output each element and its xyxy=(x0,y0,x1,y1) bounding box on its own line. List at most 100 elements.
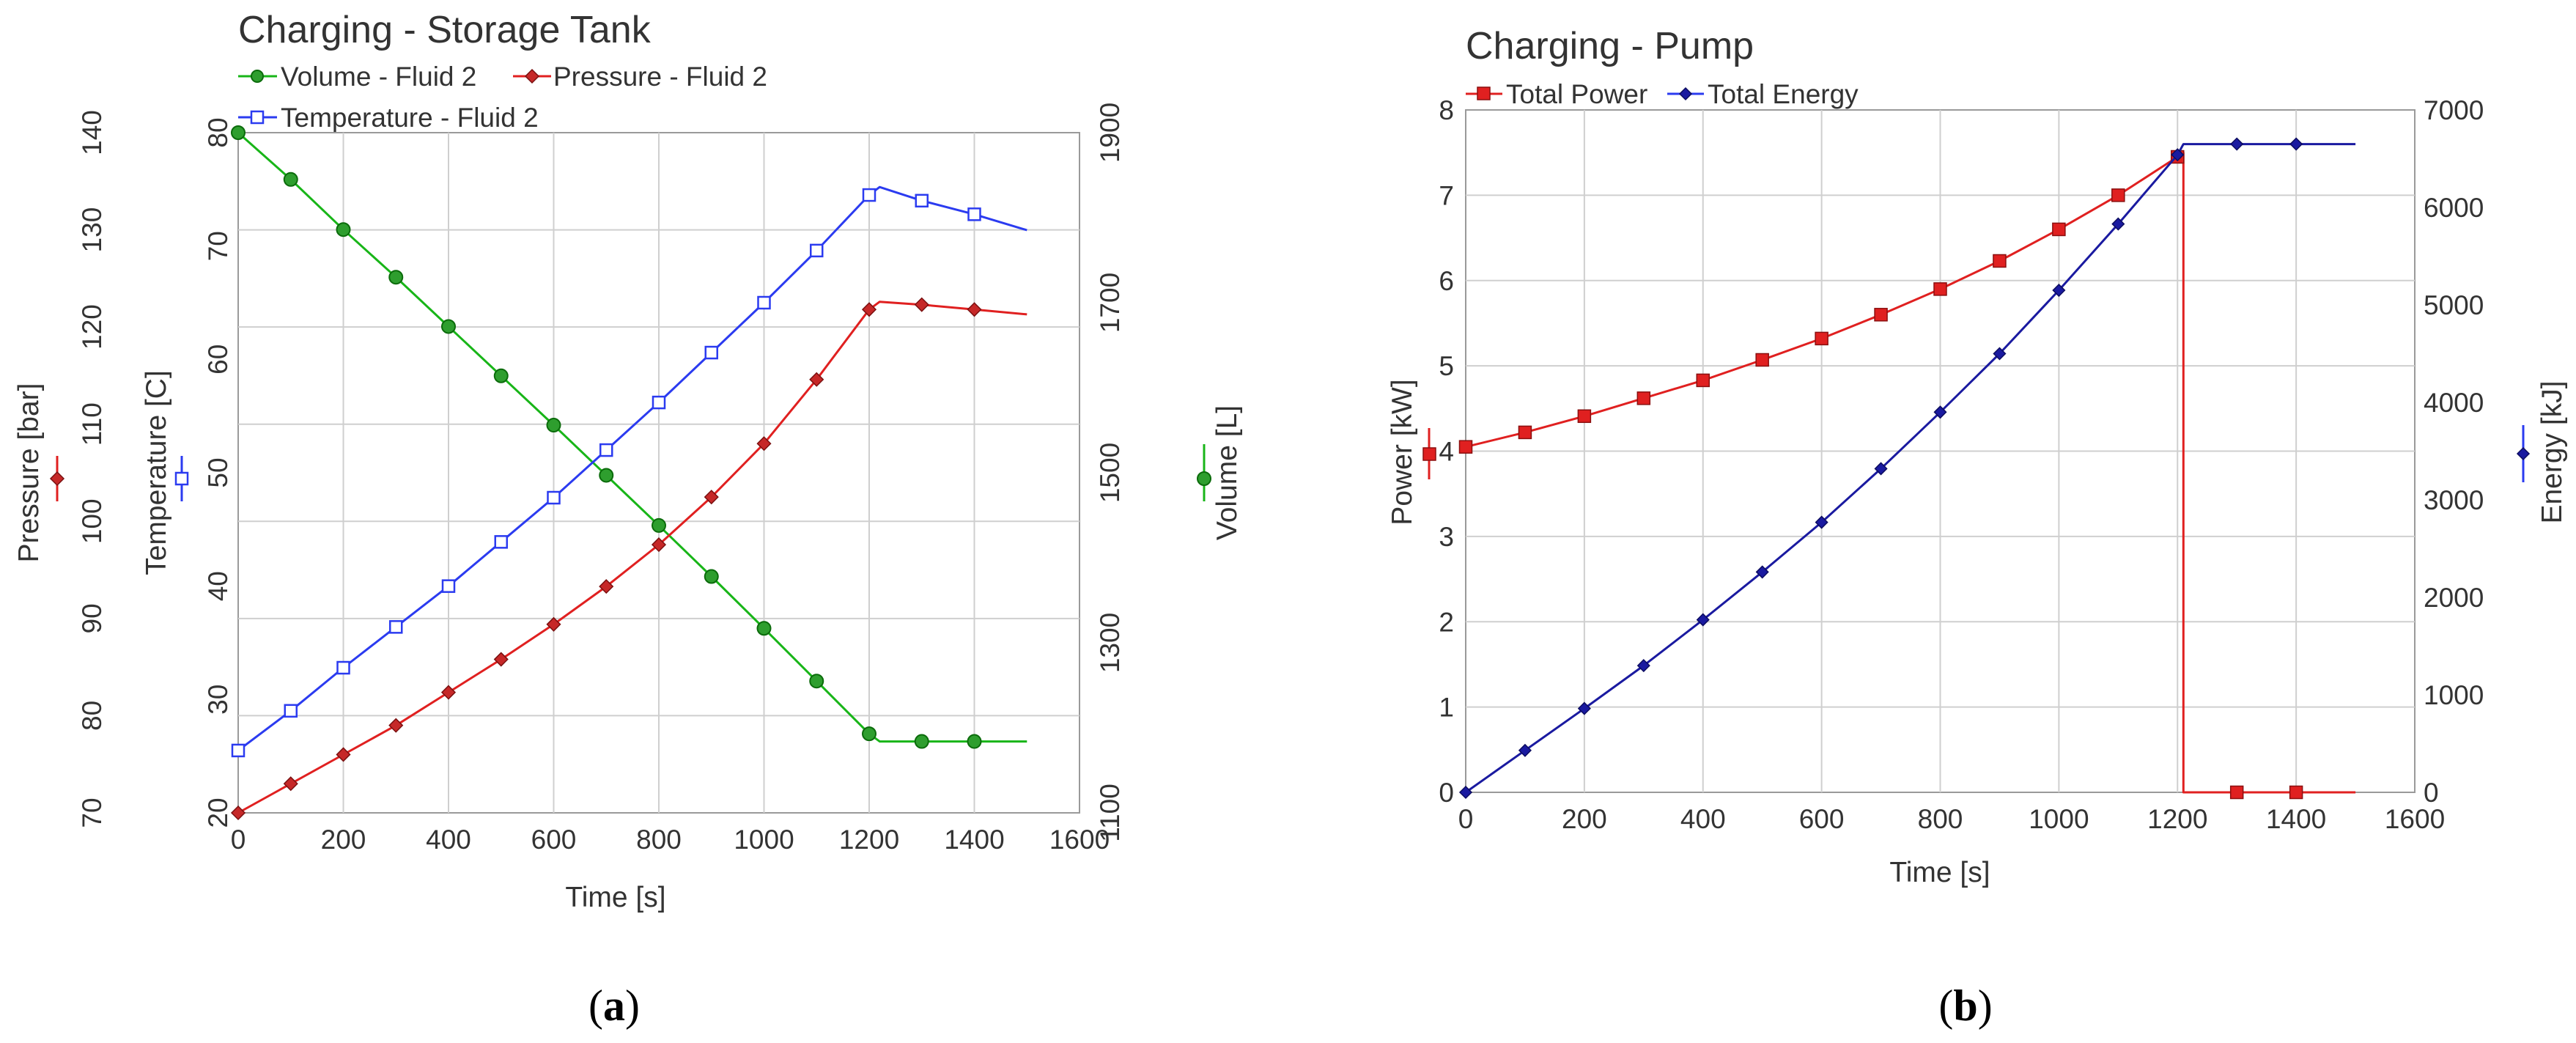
square-marker-icon xyxy=(174,471,189,486)
pressure-y-tick-labels: 70 80 90 100 110 120 130 140 xyxy=(77,110,107,828)
y-tick-label: 4 xyxy=(1439,437,1454,467)
data-point xyxy=(283,172,298,187)
diamond-marker-icon xyxy=(2516,446,2531,461)
y-tick-label: 130 xyxy=(77,207,107,253)
legend-label: Total Energy xyxy=(1708,79,1859,109)
y-tick-label: 50 xyxy=(203,457,233,487)
series-layer xyxy=(230,125,1027,821)
data-point xyxy=(284,704,298,718)
data-point xyxy=(441,319,456,334)
y-tick-label: 0 xyxy=(2424,778,2439,808)
data-point xyxy=(2229,785,2244,800)
x-tick-label: 1000 xyxy=(734,825,794,855)
data-point xyxy=(1577,701,1591,715)
data-point xyxy=(652,395,666,410)
data-point xyxy=(704,490,719,505)
pressure-axis-key xyxy=(49,456,65,501)
caption-paren: ) xyxy=(625,981,640,1030)
x-tick-label: 1600 xyxy=(1049,825,1110,855)
diamond-marker-icon xyxy=(524,68,540,84)
x-tick-label: 200 xyxy=(1562,804,1607,834)
data-point xyxy=(2052,283,2066,298)
y-tick-label: 60 xyxy=(203,344,233,375)
temperature-y-tick-labels: 20 30 40 50 60 70 80 xyxy=(203,117,233,828)
chart-title: Charging - Pump xyxy=(1466,25,1754,67)
x-tick-label: 200 xyxy=(321,825,366,855)
data-point xyxy=(1636,659,1650,673)
y-tick-label: 80 xyxy=(77,701,107,731)
x-tick-labels: 0 200 400 600 800 1000 1200 1400 1600 xyxy=(1458,804,2445,834)
square-marker-icon xyxy=(250,110,265,125)
y-tick-label: 100 xyxy=(77,498,107,544)
data-point xyxy=(231,125,246,140)
data-point xyxy=(810,243,824,258)
y-tick-label: 70 xyxy=(77,797,107,828)
data-point xyxy=(1874,308,1888,322)
data-point xyxy=(1518,425,1532,440)
data-point xyxy=(440,685,457,700)
data-point xyxy=(336,660,350,675)
data-point xyxy=(915,194,929,208)
data-point xyxy=(1815,331,1828,346)
data-point xyxy=(914,297,929,312)
y-tick-label: 2000 xyxy=(2424,583,2484,613)
legend: Total Power Total Energy xyxy=(1466,79,1859,109)
y-tick-label: 110 xyxy=(77,402,107,446)
legend-item-pressure[interactable]: Pressure - Fluid 2 xyxy=(513,62,767,92)
x-axis-label: Time [s] xyxy=(1889,857,1990,888)
data-point xyxy=(547,490,561,505)
chart-storage-tank: Charging - Storage Tank Volume - Fluid 2… xyxy=(13,9,1243,1030)
data-point xyxy=(1636,391,1651,405)
data-point xyxy=(1518,743,1532,757)
y-tick-label: 140 xyxy=(77,110,107,155)
panel-caption: (a) xyxy=(588,981,640,1030)
data-point xyxy=(2111,188,2125,202)
data-point xyxy=(494,535,508,549)
y-tick-label: 1000 xyxy=(2424,680,2484,710)
data-point xyxy=(967,302,982,317)
caption-letter: b xyxy=(1953,981,1977,1030)
temperature-axis-label: Temperature [C] xyxy=(141,370,172,575)
x-tick-label: 1400 xyxy=(944,825,1004,855)
data-point xyxy=(283,776,298,792)
x-tick-labels: 0 200 400 600 800 1000 1200 1400 1600 xyxy=(231,825,1110,855)
y-tick-label: 70 xyxy=(203,231,233,261)
data-point xyxy=(1874,462,1888,476)
legend-item-temperature[interactable]: Temperature - Fluid 2 xyxy=(238,103,539,133)
legend-item-total-power[interactable]: Total Power xyxy=(1466,79,1647,109)
data-point xyxy=(336,747,351,762)
data-point xyxy=(388,270,404,285)
data-point xyxy=(861,302,877,317)
y-tick-label: 120 xyxy=(77,304,107,350)
panel-caption: (b) xyxy=(1938,981,1992,1030)
data-point xyxy=(704,345,718,360)
data-point xyxy=(1815,515,1828,529)
volume-axis-label: Volume [L] xyxy=(1211,405,1243,540)
data-point xyxy=(336,222,351,237)
data-point xyxy=(2111,217,2125,231)
data-point xyxy=(914,734,929,749)
x-tick-label: 1600 xyxy=(2385,804,2445,834)
data-point xyxy=(546,616,561,632)
y-tick-label: 1300 xyxy=(1095,613,1125,673)
data-point xyxy=(651,537,667,553)
legend-item-volume[interactable]: Volume - Fluid 2 xyxy=(238,62,476,92)
volume-y-tick-labels: 1100 1300 1500 1700 1900 xyxy=(1095,103,1125,842)
data-point xyxy=(2289,137,2303,151)
data-point xyxy=(493,368,509,383)
x-tick-label: 400 xyxy=(426,825,471,855)
data-point xyxy=(599,579,614,594)
svg-text:(a): (a) xyxy=(588,981,640,1030)
data-point xyxy=(493,652,509,667)
legend-item-total-energy[interactable]: Total Energy xyxy=(1667,79,1859,109)
volume-axis-key xyxy=(1197,444,1211,501)
square-marker-icon xyxy=(1477,86,1491,100)
y-tick-label: 6 xyxy=(1439,266,1454,296)
data-point xyxy=(2289,785,2303,800)
data-point xyxy=(862,726,876,742)
legend-label: Total Power xyxy=(1506,79,1647,109)
data-point xyxy=(1933,405,1947,419)
diamond-marker-icon xyxy=(49,471,65,487)
data-point xyxy=(2052,222,2066,237)
